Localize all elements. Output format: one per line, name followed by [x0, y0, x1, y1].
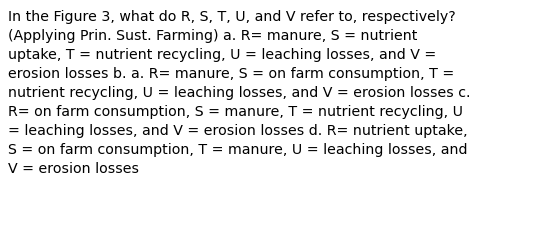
Text: In the Figure 3, what do R, S, T, U, and V refer to, respectively?
(Applying Pri: In the Figure 3, what do R, S, T, U, and… [8, 10, 470, 175]
